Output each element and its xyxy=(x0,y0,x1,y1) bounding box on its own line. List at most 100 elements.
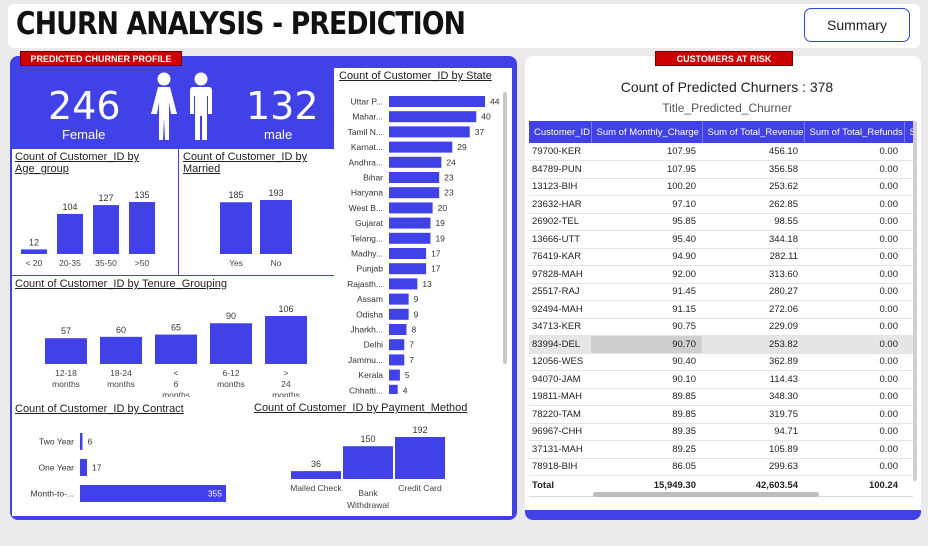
column-header-0[interactable]: Customer_ID xyxy=(529,121,592,143)
data-label-0: 57 xyxy=(61,326,71,336)
table-cell: 90.75 xyxy=(591,318,702,336)
bar-18[interactable] xyxy=(389,369,400,381)
table-row[interactable]: 96967-CHH 89.35 94.71 0.00 xyxy=(529,423,913,441)
data-label-6: 23 xyxy=(444,188,454,198)
category-label-14: Odisha xyxy=(356,309,383,319)
bar-4[interactable] xyxy=(265,316,307,364)
table-cell: 0.00 xyxy=(804,318,904,336)
table-row[interactable]: 23632-HAR 97.10 262.85 0.00 xyxy=(529,195,913,214)
bar-1[interactable] xyxy=(260,200,292,254)
bar-13[interactable] xyxy=(389,293,409,305)
bar-0[interactable] xyxy=(220,202,252,254)
data-label-8: 19 xyxy=(435,218,445,228)
table-row[interactable]: 25517-RAJ 91.45 280.27 0.00 xyxy=(529,283,913,301)
state-chart[interactable]: Uttar P... 44 Mahar... 40 Tamil N... 37 Karnat… xyxy=(334,84,504,394)
table-cell: 0.00 xyxy=(804,370,904,389)
table-cell: 0.00 xyxy=(804,248,904,266)
table-cell: 95.85 xyxy=(591,213,702,231)
table-row[interactable]: 34713-KER 90.75 229.09 0.00 xyxy=(529,318,913,336)
table-row[interactable]: 94070-JAM 90.10 114.43 0.00 xyxy=(529,370,913,389)
bar-14[interactable] xyxy=(389,308,409,320)
bar-0[interactable] xyxy=(291,471,341,479)
bar-3[interactable] xyxy=(389,141,453,153)
table-row[interactable]: 78918-BIH 86.05 299.63 0.00 xyxy=(529,458,913,476)
bar-2[interactable] xyxy=(80,485,226,502)
bar-7[interactable] xyxy=(389,202,433,214)
data-label-1: 17 xyxy=(92,463,102,473)
bar-2[interactable] xyxy=(395,437,445,479)
table-row[interactable]: 37131-MAH 89.25 105.89 0.00 xyxy=(529,440,913,459)
summary-button[interactable]: Summary xyxy=(804,8,910,42)
bar-5[interactable] xyxy=(389,172,440,183)
table-row[interactable]: 84789-PUN 107.95 356.58 0.00 xyxy=(529,160,913,179)
table-row[interactable]: 97828-MAH 92.00 313.60 0.00 xyxy=(529,265,913,284)
bar-17[interactable] xyxy=(389,354,405,366)
bar-6[interactable] xyxy=(389,187,440,199)
table-cell: 0.00 xyxy=(804,283,904,301)
age-group-chart[interactable]: 12 < 20 104 20-35 127 35-50 135 >50 xyxy=(14,180,176,272)
category-label-2: Tamil N... xyxy=(348,127,383,137)
table-horizontal-scrollbar[interactable] xyxy=(593,492,819,497)
table-row[interactable]: 19811-MAH 89.85 348.30 0.00 xyxy=(529,388,913,406)
bar-8[interactable] xyxy=(389,217,431,229)
column-header-4[interactable]: S xyxy=(904,121,913,143)
state-chart-area xyxy=(334,68,512,397)
state-chart-scrollbar[interactable] xyxy=(503,92,507,364)
bar-2[interactable] xyxy=(155,334,197,364)
column-header-2[interactable]: Sum of Total_Revenue xyxy=(702,121,805,143)
bar-15[interactable] xyxy=(389,324,407,335)
bar-2[interactable] xyxy=(93,205,119,254)
bar-3[interactable] xyxy=(129,202,155,254)
total-cell: 15,949.30 xyxy=(591,475,702,496)
contract-chart[interactable]: Two Year 6 One Year 17 Month-to-... 355 xyxy=(12,420,252,516)
customers-at-risk-table[interactable]: Customer_ID Sum of Monthly_Charge Sum of T… xyxy=(529,121,913,497)
bar-2[interactable] xyxy=(389,126,470,138)
category-label-0: months xyxy=(52,379,80,389)
table-row[interactable]: 13666-UTT 95.40 344.18 0.00 xyxy=(529,230,913,249)
bar-9[interactable] xyxy=(389,232,431,244)
bar-0[interactable] xyxy=(389,96,485,107)
payment-chart[interactable]: 36 Mailed Check 150 192 Credit Card Bank Withd… xyxy=(280,416,480,516)
bar-10[interactable] xyxy=(389,248,427,259)
tenure-chart[interactable]: 5712-18months6018-24months65<6months906-… xyxy=(12,292,332,397)
bar-1[interactable] xyxy=(80,459,87,476)
table-cell: 84789-PUN xyxy=(529,160,591,179)
table-vertical-scrollbar[interactable] xyxy=(913,121,917,481)
married-chart[interactable]: 185 Yes 193 No xyxy=(180,180,332,272)
table-cell: 0.00 xyxy=(804,143,904,161)
table-row[interactable]: 79700-KER 107.95 456.10 0.00 xyxy=(529,143,913,161)
table-row[interactable]: 12056-WES 90.40 362.89 0.00 xyxy=(529,353,913,371)
bar-16[interactable] xyxy=(389,339,405,351)
bar-0[interactable] xyxy=(21,249,47,254)
bar-19[interactable] xyxy=(389,384,398,394)
table-cell: 280.27 xyxy=(702,283,804,301)
bar-12[interactable] xyxy=(389,278,418,290)
table-cell-empty xyxy=(904,195,913,214)
category-label-11: Punjab xyxy=(357,264,384,274)
table-row[interactable]: 83994-DEL 90.70 253.82 0.00 xyxy=(529,335,913,354)
bar-4[interactable] xyxy=(389,156,442,168)
bar-1[interactable] xyxy=(100,336,142,364)
table-row[interactable]: 13123-BIH 100.20 253.62 0.00 xyxy=(529,178,913,196)
category-label-0: Two Year xyxy=(39,437,74,447)
column-header-1[interactable]: Sum of Monthly_Charge xyxy=(591,121,703,143)
table-cell: 299.63 xyxy=(702,458,804,476)
table-row[interactable]: 92494-MAH 91.15 272.06 0.00 xyxy=(529,300,913,319)
male-label: male xyxy=(264,127,293,142)
table-row[interactable]: 76419-KAR 94.90 282.11 0.00 xyxy=(529,248,913,266)
predicted-churners-kpi: Count of Predicted Churners : 378 xyxy=(620,79,834,95)
category-label-5: Bihar xyxy=(363,173,383,183)
table-row[interactable]: 26902-TEL 95.85 98.55 0.00 xyxy=(529,213,913,231)
bar-3[interactable] xyxy=(210,323,252,364)
table-cell: 0.00 xyxy=(804,440,904,459)
table-cell: 253.62 xyxy=(702,178,804,196)
column-header-3[interactable]: Sum of Total_Refunds xyxy=(804,121,905,143)
bar-11[interactable] xyxy=(389,263,427,275)
bar-1[interactable] xyxy=(389,111,477,123)
table-cell: 13666-UTT xyxy=(529,230,591,249)
bar-1[interactable] xyxy=(57,213,83,254)
bar-0[interactable] xyxy=(45,338,87,364)
bar-1[interactable] xyxy=(343,446,393,479)
bar-0[interactable] xyxy=(80,433,83,450)
table-row[interactable]: 78220-TAM 89.85 319.75 0.00 xyxy=(529,405,913,424)
